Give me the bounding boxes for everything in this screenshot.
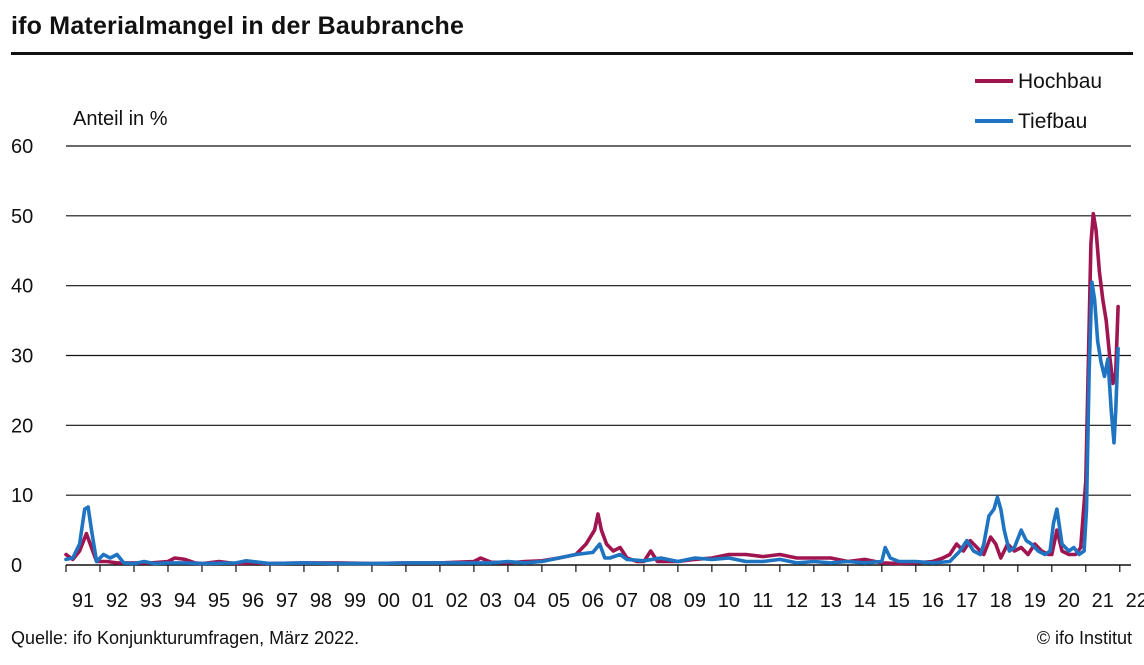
- legend-label-hochbau: Hochbau: [1018, 70, 1102, 93]
- y-tick-label-10: 10: [11, 485, 33, 507]
- x-tick-label-95: 95: [208, 590, 230, 612]
- x-tick-label-93: 93: [140, 590, 162, 612]
- y-tick-label-50: 50: [11, 206, 33, 228]
- x-tick-label-97: 97: [276, 590, 298, 612]
- x-tick-label-19: 19: [1024, 590, 1046, 612]
- x-tick-label-15: 15: [888, 590, 910, 612]
- x-tick-label-09: 09: [684, 590, 706, 612]
- x-tick-label-03: 03: [480, 590, 502, 612]
- x-tick-label-16: 16: [922, 590, 944, 612]
- y-tick-label-30: 30: [11, 346, 33, 368]
- x-tick-label-96: 96: [242, 590, 264, 612]
- y-tick-label-40: 40: [11, 276, 33, 298]
- x-tick-label-94: 94: [174, 590, 196, 612]
- x-tick-label-02: 02: [446, 590, 468, 612]
- x-tick-label-10: 10: [718, 590, 740, 612]
- x-tick-label-11: 11: [752, 590, 773, 612]
- x-tick-label-12: 12: [786, 590, 808, 612]
- x-tick-label-07: 07: [616, 590, 638, 612]
- y-tick-label-20: 20: [11, 415, 33, 437]
- legend-label-tiefbau: Tiefbau: [1018, 110, 1087, 133]
- x-tick-label-13: 13: [820, 590, 842, 612]
- x-tick-label-18: 18: [990, 590, 1012, 612]
- x-tick-label-06: 06: [582, 590, 604, 612]
- y-axis-label: Anteil in %: [73, 108, 168, 130]
- x-tick-label-92: 92: [106, 590, 128, 612]
- y-tick-label-0: 0: [11, 555, 22, 577]
- x-tick-label-05: 05: [548, 590, 570, 612]
- x-tick-label-17: 17: [956, 590, 978, 612]
- x-tick-label-91: 91: [72, 590, 94, 612]
- series-line-tiefbau: [64, 280, 1120, 566]
- source-note: Quelle: ifo Konjunkturumfragen, März 202…: [11, 628, 360, 648]
- x-tick-label-99: 99: [344, 590, 366, 612]
- title-rule: [11, 52, 1133, 55]
- x-tick-label-14: 14: [854, 590, 876, 612]
- x-tick-label-98: 98: [310, 590, 332, 612]
- x-tick-label-08: 08: [650, 590, 672, 612]
- x-tick-label-20: 20: [1058, 590, 1080, 612]
- x-tick-label-21: 21: [1092, 590, 1114, 612]
- series-line-hochbau: [64, 211, 1120, 566]
- x-tick-label-22: 22: [1126, 590, 1144, 612]
- x-tick-label-04: 04: [514, 590, 536, 612]
- x-tick-label-00: 00: [378, 590, 400, 612]
- x-tick-label-01: 01: [412, 590, 434, 612]
- chart-title: ifo Materialmangel in der Baubranche: [11, 12, 465, 40]
- copyright-note: © ifo Institut: [1036, 628, 1132, 648]
- y-tick-label-60: 60: [11, 136, 33, 158]
